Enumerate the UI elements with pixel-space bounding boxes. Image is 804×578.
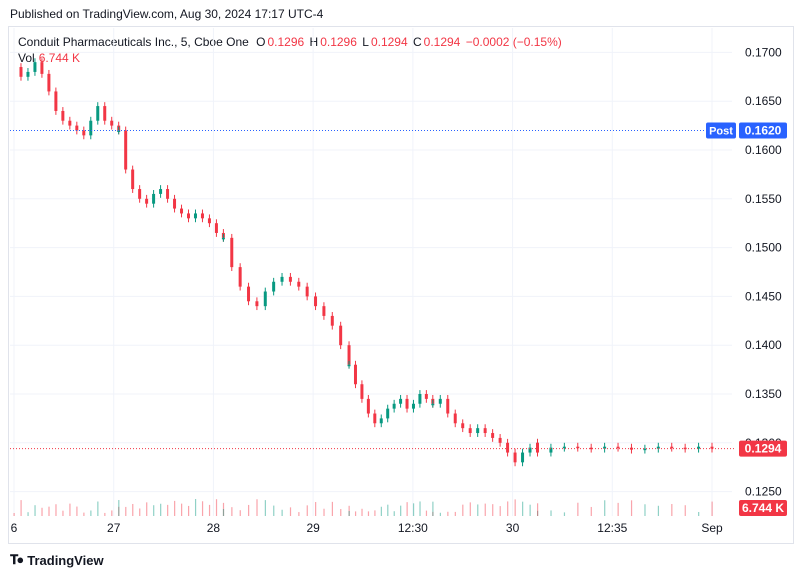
open-value: 0.1296 — [267, 35, 305, 49]
tradingview-logo-icon: 𝐓● — [10, 552, 24, 567]
change-value: −0.0002 (−0.15%) — [465, 35, 562, 49]
volume-legend: Vol 6.744 K — [18, 51, 80, 65]
close-label: C — [412, 35, 422, 49]
chart-legend: Conduit Pharmaceuticals Inc., 5, Cboe On… — [18, 35, 564, 49]
brand-label: TradingView — [27, 552, 104, 568]
symbol-title: Conduit Pharmaceuticals Inc., 5, Cboe On… — [18, 35, 249, 49]
close-value: 0.1294 — [423, 35, 461, 49]
high-value: 0.1296 — [320, 35, 357, 49]
volume-value: 6.744 K — [38, 51, 81, 65]
low-value: 0.1294 — [370, 35, 408, 49]
footer-brand: 𝐓● TradingView — [10, 552, 104, 568]
chart-pane[interactable] — [8, 26, 794, 544]
low-label: L — [362, 35, 369, 49]
high-label: H — [309, 35, 319, 49]
published-caption: Published on TradingView.com, Aug 30, 20… — [10, 7, 324, 21]
open-label: O — [256, 35, 266, 49]
volume-label: Vol — [18, 51, 35, 65]
